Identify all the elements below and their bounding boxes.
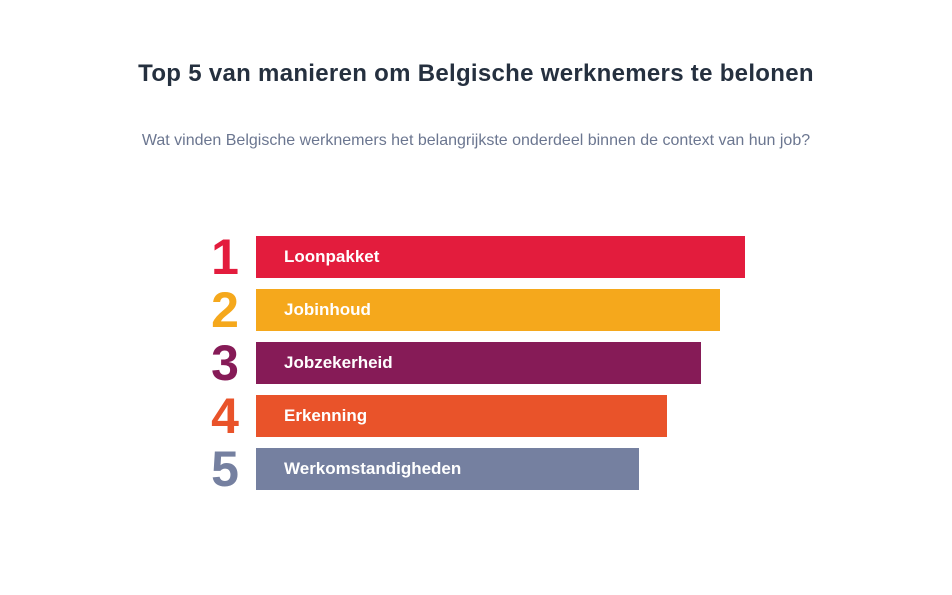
rank-label: Werkomstandigheden [284,459,462,478]
rank-bar [256,289,720,331]
rank-number: 3 [211,335,239,391]
rank-number: 5 [211,441,239,497]
rank-bar [256,342,701,384]
rank-bar [256,448,639,490]
rank-bar [256,395,667,437]
rank-number: 4 [211,388,239,444]
rank-bar [256,236,745,278]
rank-label: Loonpakket [284,247,380,266]
chart-subtitle: Wat vinden Belgische werknemers het bela… [141,132,811,149]
rank-number: 2 [211,282,239,338]
chart-title: Top 5 van manieren om Belgische werkneme… [138,60,814,87]
rank-label: Jobinhoud [284,300,371,319]
rank-number: 1 [211,229,239,285]
rank-label: Jobzekerheid [284,353,393,372]
rank-label: Erkenning [284,406,368,425]
